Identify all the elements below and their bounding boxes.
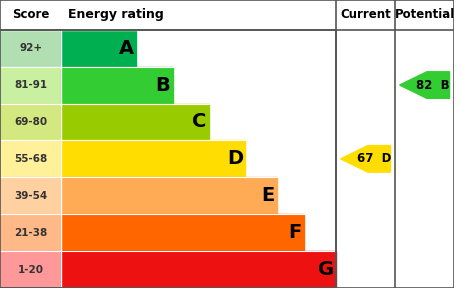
- Polygon shape: [0, 67, 61, 103]
- Polygon shape: [0, 141, 61, 177]
- Text: C: C: [192, 112, 207, 131]
- Text: A: A: [119, 39, 134, 58]
- Polygon shape: [61, 251, 336, 288]
- Text: 81-91: 81-91: [14, 80, 47, 90]
- Polygon shape: [61, 214, 304, 251]
- Text: 39-54: 39-54: [14, 191, 47, 201]
- Text: G: G: [318, 260, 334, 279]
- Text: D: D: [227, 149, 243, 168]
- Text: Energy rating: Energy rating: [68, 8, 164, 21]
- Polygon shape: [61, 30, 136, 67]
- Text: Score: Score: [12, 8, 49, 21]
- Polygon shape: [0, 103, 61, 141]
- Text: 67  D: 67 D: [356, 152, 391, 165]
- Polygon shape: [61, 141, 245, 177]
- Text: E: E: [261, 186, 275, 205]
- Polygon shape: [341, 145, 390, 172]
- Polygon shape: [0, 251, 61, 288]
- Polygon shape: [61, 177, 277, 214]
- Polygon shape: [0, 30, 61, 67]
- Polygon shape: [61, 103, 209, 141]
- Polygon shape: [400, 72, 449, 98]
- Text: 69-80: 69-80: [14, 117, 47, 127]
- Polygon shape: [0, 214, 61, 251]
- Polygon shape: [61, 67, 172, 103]
- Polygon shape: [0, 177, 61, 214]
- Text: Current: Current: [340, 8, 391, 21]
- Text: F: F: [289, 223, 302, 242]
- Text: 92+: 92+: [19, 43, 42, 53]
- Text: 82  B: 82 B: [416, 79, 449, 92]
- Text: 21-38: 21-38: [14, 228, 47, 238]
- Polygon shape: [0, 0, 454, 30]
- Text: 1-20: 1-20: [18, 265, 44, 274]
- Text: Potential: Potential: [395, 8, 455, 21]
- Text: B: B: [155, 75, 170, 94]
- Text: 55-68: 55-68: [14, 154, 47, 164]
